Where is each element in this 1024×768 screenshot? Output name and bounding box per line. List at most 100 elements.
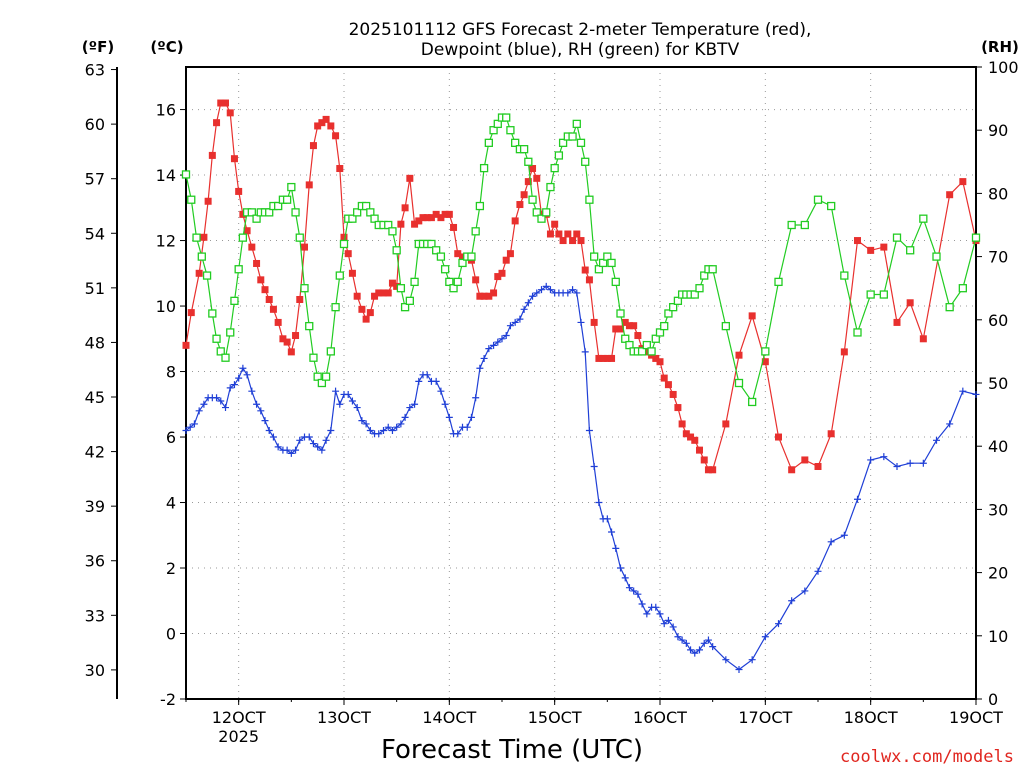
relative-humidity-point (216, 347, 225, 356)
x-tick-label: 19OCT (949, 708, 1003, 727)
dewpoint-point (467, 413, 475, 421)
relative-humidity-point (339, 239, 349, 249)
2-meter-temperature-point (388, 279, 396, 287)
relative-humidity-point (879, 290, 888, 299)
relative-humidity-point (616, 309, 625, 318)
dewpoint-point (235, 374, 243, 382)
dewpoint-point (463, 423, 471, 431)
dewpoint-point (761, 633, 769, 641)
dewpoint-point (775, 620, 782, 628)
2-meter-temperature-point (459, 253, 466, 261)
dewpoint-series (182, 282, 980, 674)
relative-humidity-point (453, 277, 462, 287)
relative-humidity-point (519, 145, 529, 154)
dewpoint-point (709, 643, 717, 651)
celsius-tick-label: 0 (166, 625, 176, 644)
dewpoint-point (634, 590, 642, 598)
dewpoint-point (735, 666, 743, 674)
2-meter-temperature-point (595, 354, 603, 362)
2-meter-temperature-point (656, 358, 664, 366)
2-meter-temperature-point (722, 420, 730, 428)
dewpoint-point (239, 364, 247, 372)
rh-tick-label: 80 (988, 184, 1008, 203)
relative-humidity-point (221, 353, 230, 362)
dewpoint-point (348, 397, 356, 405)
dewpoint-point (788, 597, 796, 605)
2-meter-temperature-point (546, 230, 554, 238)
x-tick-label: 16OCT (633, 708, 687, 727)
2-meter-temperature-point (287, 348, 295, 356)
dewpoint-point (226, 384, 234, 392)
2-meter-temperature-point (427, 214, 435, 222)
dewpoint-point (388, 426, 396, 434)
relative-humidity-point (300, 284, 309, 293)
relative-humidity-point (748, 397, 757, 407)
dewpoint-point (322, 436, 330, 444)
dewpoint-point (257, 407, 265, 415)
fahrenheit-tick-label: 42 (85, 443, 105, 462)
dewpoint-point (190, 420, 198, 428)
dewpoint-point (678, 636, 686, 644)
relative-humidity-point (405, 296, 414, 305)
2-meter-temperature-point (700, 456, 708, 464)
fahrenheit-tick-label: 30 (85, 661, 105, 680)
2-meter-temperature-point (533, 174, 541, 182)
2-meter-temperature-point (397, 220, 405, 228)
relative-humidity-point (335, 271, 344, 280)
dewpoint-point (748, 656, 756, 664)
celsius-tick-label: 10 (156, 297, 176, 316)
relative-humidity-point (475, 201, 485, 211)
relative-humidity-point (774, 277, 783, 287)
fahrenheit-tick-label: 45 (85, 388, 105, 407)
dewpoint-point (314, 443, 322, 451)
2-meter-temperature-point (559, 237, 567, 245)
relative-humidity-point (212, 334, 221, 343)
2-meter-temperature-point (235, 187, 243, 195)
dewpoint-point (722, 656, 730, 664)
fahrenheit-tick-label: 54 (85, 224, 105, 243)
dewpoint-point (283, 446, 291, 454)
dewpoint-point (652, 603, 660, 611)
2-meter-temperature-point (709, 466, 717, 474)
relative-humidity-point (493, 119, 502, 129)
celsius-tick-label: 4 (166, 494, 176, 513)
2-meter-temperature-point (485, 292, 493, 300)
celsius-tick-label: 16 (156, 101, 176, 120)
dewpoint-point (630, 587, 638, 595)
rh-tick-label: 40 (988, 437, 1008, 456)
2-meter-temperature-point (691, 436, 699, 444)
2-meter-temperature-point (305, 181, 313, 189)
dewpoint-point (972, 390, 980, 398)
dewpoint-point (595, 499, 603, 507)
2-meter-temperature-point (226, 109, 234, 117)
2-meter-temperature-point (314, 122, 322, 130)
dewpoint-point (494, 338, 502, 346)
2-meter-temperature-point (362, 315, 370, 323)
2-meter-temperature-point (445, 210, 453, 218)
2-meter-temperature-point (906, 299, 914, 307)
dewpoint-point (344, 390, 352, 398)
dewpoint-point (217, 397, 225, 405)
2-meter-temperature-point (371, 292, 379, 300)
dewpoint-point (704, 636, 712, 644)
2-meter-temperature-point (384, 289, 392, 297)
dewpoint-point (854, 495, 861, 503)
dewpoint-point (261, 417, 269, 425)
celsius-tick-label: 6 (166, 428, 176, 447)
2-meter-temperature-point (502, 256, 510, 264)
2-meter-temperature-point (511, 217, 519, 225)
relative-humidity-point (958, 284, 967, 293)
dewpoint-point (674, 633, 682, 641)
dewpoint-point (919, 459, 927, 467)
relative-humidity-point (621, 334, 630, 343)
relative-humidity-point (673, 296, 683, 305)
dewpoint-point (585, 426, 593, 434)
relative-humidity-point (506, 126, 515, 135)
2-meter-temperature-point (704, 466, 712, 474)
relative-humidity-point (400, 303, 410, 312)
dewpoint-point (384, 423, 392, 431)
relative-humidity-point (326, 347, 335, 356)
x-tick-label: 17OCT (738, 708, 792, 727)
2-meter-temperature-point (265, 295, 273, 303)
